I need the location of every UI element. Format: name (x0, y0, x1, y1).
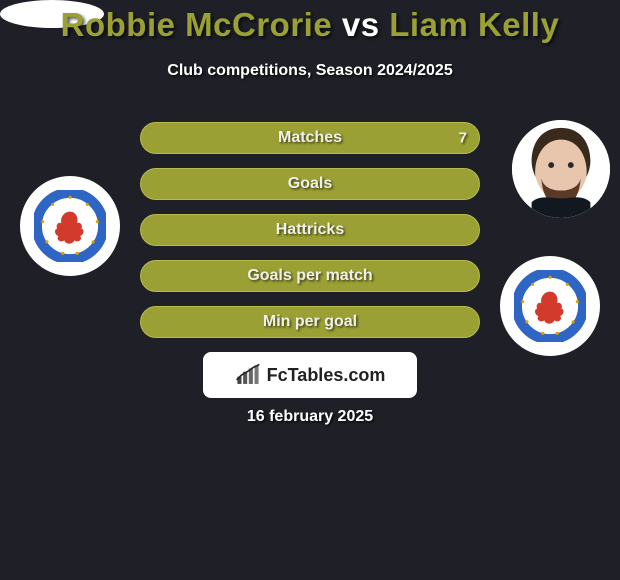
bar-chart-icon (235, 363, 261, 387)
title-vs: vs (342, 6, 380, 43)
comparison-title: Robbie McCrorie vs Liam Kelly (0, 6, 620, 44)
stat-bars: Matches 7 Goals Hattricks Goals per match Min… (140, 122, 480, 352)
stat-bar: Hattricks (140, 214, 480, 246)
stat-label: Min per goal (263, 313, 357, 331)
player2-club-crest (500, 256, 600, 356)
stat-bar: Matches 7 (140, 122, 480, 154)
stat-bar: Goals per match (140, 260, 480, 292)
comparison-subtitle: Club competitions, Season 2024/2025 (0, 62, 620, 80)
infographic-date: 16 february 2025 (0, 408, 620, 426)
branding-badge: FcTables.com (203, 352, 417, 398)
stat-bar-fill-left (141, 169, 310, 199)
player2-name: Liam Kelly (389, 6, 559, 43)
stat-label: Goals per match (247, 267, 372, 285)
stat-label: Goals (288, 175, 332, 193)
stat-bar: Goals (140, 168, 480, 200)
stat-bar-fill-right (310, 169, 479, 199)
player1-club-crest (20, 176, 120, 276)
club-crest-icon (514, 270, 586, 342)
face-icon (512, 120, 610, 218)
stat-label: Hattricks (276, 221, 344, 239)
player1-name: Robbie McCrorie (61, 6, 333, 43)
stat-bar: Min per goal (140, 306, 480, 338)
player2-avatar (512, 120, 610, 218)
stat-value-right: 7 (459, 130, 467, 147)
branding-text: FcTables.com (267, 365, 386, 386)
stat-label: Matches (278, 129, 342, 147)
club-crest-icon (34, 190, 106, 262)
